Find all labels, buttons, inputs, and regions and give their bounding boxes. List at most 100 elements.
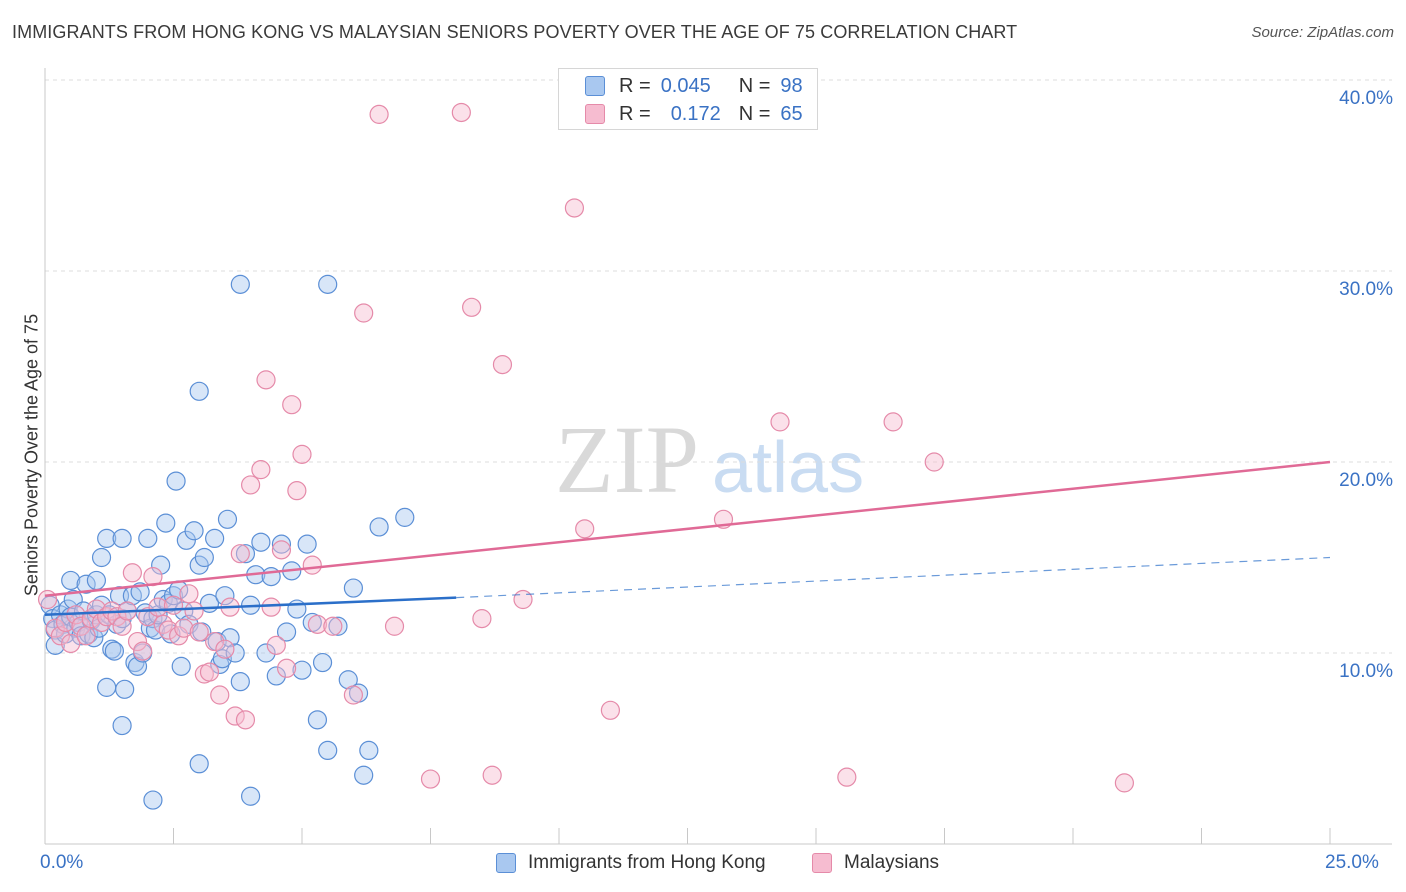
point-hong-kong [86,570,107,591]
legend-r-label: R = [619,74,651,97]
point-malaysians [282,395,302,415]
point-malaysians [883,412,903,432]
legend-row-malaysians: R = 0.172 N = 65 [585,100,803,128]
point-hong-kong [84,628,104,648]
point-hong-kong [151,555,171,575]
point-hong-kong [112,528,132,549]
trendline-malaysians [44,460,1331,597]
point-malaysians [575,519,595,539]
point-malaysians [174,618,194,638]
legend-r-value: 0.045 [660,74,711,97]
y-tick-label: 20.0% [1339,470,1393,491]
point-malaysians [354,303,374,323]
point-malaysians [158,620,178,640]
legend-n-label: N = [738,102,771,125]
point-hong-kong [297,534,317,554]
point-hong-kong [230,274,250,294]
point-malaysians [924,452,944,472]
point-hong-kong [318,274,338,294]
point-malaysians [492,354,513,375]
point-hong-kong [91,595,112,615]
point-hong-kong [97,528,117,549]
point-hong-kong [318,740,338,761]
point-malaysians [189,622,209,642]
point-hong-kong [369,517,389,537]
point-hong-kong [251,532,271,552]
legend-n-value: 65 [780,102,803,125]
point-malaysians [61,633,81,654]
point-hong-kong [189,381,209,401]
point-malaysians [302,555,322,575]
chart-title: IMMIGRANTS FROM HONG KONG VS MALAYSIAN S… [12,22,1018,42]
point-malaysians [513,589,533,610]
point-malaysians [71,616,91,636]
point-hong-kong [307,710,328,730]
point-hong-kong [271,534,292,554]
point-malaysians [184,601,204,621]
point-malaysians [292,444,312,464]
point-hong-kong [215,586,235,606]
point-hong-kong [189,754,209,774]
point-hong-kong [115,679,135,699]
legend-row-hong-kong: R = 0.045 N = 98 [585,72,803,100]
point-malaysians [307,614,328,634]
point-hong-kong [395,507,415,527]
legend-swatch-blue [585,76,605,96]
point-hong-kong [276,622,297,642]
point-hong-kong [176,530,196,550]
point-malaysians [138,607,158,627]
point-malaysians [163,595,184,615]
point-malaysians [1114,773,1135,793]
point-malaysians [230,544,250,564]
point-hong-kong [138,528,158,549]
point-malaysians [241,475,261,495]
point-hong-kong [91,547,112,568]
point-malaysians [205,631,225,652]
point-hong-kong [220,628,240,648]
point-hong-kong [112,715,132,736]
point-malaysians [225,706,245,726]
point-malaysians [256,370,276,390]
point-hong-kong [312,652,333,673]
point-hong-kong [343,578,363,598]
point-hong-kong [230,672,250,692]
point-hong-kong [166,471,186,491]
point-malaysians [276,658,297,678]
legend-r-label: R = [619,102,651,125]
point-hong-kong [235,544,256,564]
legend-label: Immigrants from Hong Kong [528,852,766,873]
y-tick-label: 40.0% [1339,88,1393,109]
point-hong-kong [104,641,124,661]
point-hong-kong [338,670,358,690]
point-malaysians [369,104,389,124]
legend-item-hong-kong[interactable]: Immigrants from Hong Kong [496,852,766,874]
point-hong-kong [256,643,276,663]
point-hong-kong [97,677,117,697]
point-malaysians [261,597,281,617]
point-malaysians [251,460,271,480]
point-malaysians [837,767,857,787]
point-malaysians [153,614,173,634]
source-label: Source: ZipAtlas.com [1251,24,1394,41]
x-tick-label-min: 0.0% [40,852,84,873]
watermark-atlas: atlas [712,428,864,508]
legend-item-malaysians[interactable]: Malaysians [812,852,939,874]
correlation-legend: R = 0.045 N = 98 R = 0.172 N = 65 [558,68,818,130]
point-malaysians [287,481,307,501]
point-malaysians [472,609,492,629]
point-malaysians [215,639,235,659]
point-hong-kong [143,790,163,810]
point-hong-kong [194,547,214,568]
point-hong-kong [241,786,261,806]
point-hong-kong [205,528,225,549]
point-hong-kong [217,509,238,529]
point-malaysians [271,540,292,560]
y-axis-title: Seniors Poverty Over the Age of 75 [21,313,42,597]
point-malaysians [343,685,363,705]
legend-label: Malaysians [844,852,940,873]
point-malaysians [127,631,148,652]
point-hong-kong [328,616,348,636]
watermark-zip: ZIP [555,406,699,513]
point-malaysians [148,597,168,617]
point-malaysians [420,769,441,789]
